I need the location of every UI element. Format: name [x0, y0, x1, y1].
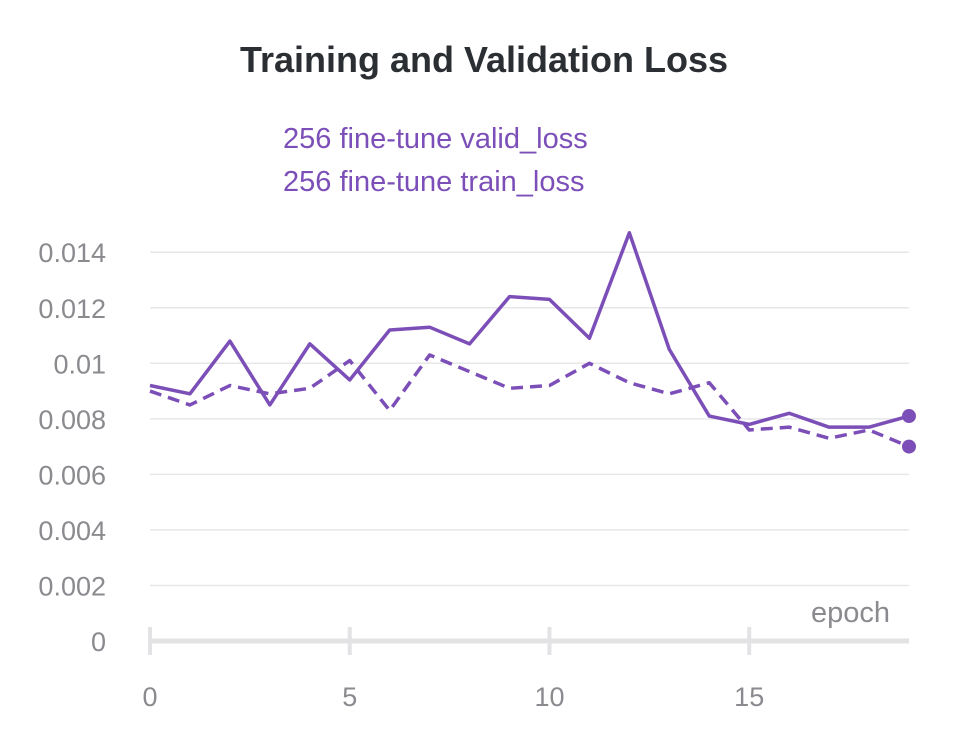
valid-loss-end-point[interactable] — [902, 409, 916, 424]
x-tick-label: 5 — [342, 682, 357, 712]
y-axis-ticks: 0 0.002 0.004 0.006 0.008 0.01 0.012 0.014 — [38, 238, 106, 657]
x-tick-label: 10 — [534, 682, 564, 712]
train-loss-line[interactable] — [149, 353, 910, 449]
legend-entry-valid-loss[interactable]: 256 fine-tune valid_loss — [283, 123, 588, 155]
x-axis: 0 5 10 15 — [142, 627, 909, 712]
legend-entry-train-loss[interactable]: 256 fine-tune train_loss — [283, 166, 584, 198]
y-tick-label: 0.006 — [38, 460, 106, 490]
x-axis-label: epoch — [811, 597, 890, 629]
y-tick-label: 0.012 — [38, 294, 106, 324]
series-lines — [149, 231, 916, 454]
y-tick-label: 0.014 — [38, 238, 106, 268]
y-tick-label: 0.002 — [38, 571, 106, 601]
valid-loss-line[interactable] — [149, 231, 910, 429]
y-tick-label: 0.01 — [53, 349, 106, 379]
x-tick-label: 0 — [142, 682, 157, 712]
chart-title: Training and Validation Loss — [240, 39, 728, 80]
x-tick-label: 15 — [734, 682, 764, 712]
train-loss-end-point[interactable] — [902, 439, 916, 454]
y-tick-label: 0 — [91, 627, 106, 657]
y-tick-label: 0.004 — [38, 516, 106, 546]
grid-lines — [150, 251, 909, 587]
legend: 256 fine-tune valid_loss 256 fine-tune t… — [283, 123, 588, 198]
y-tick-label: 0.008 — [38, 405, 106, 435]
